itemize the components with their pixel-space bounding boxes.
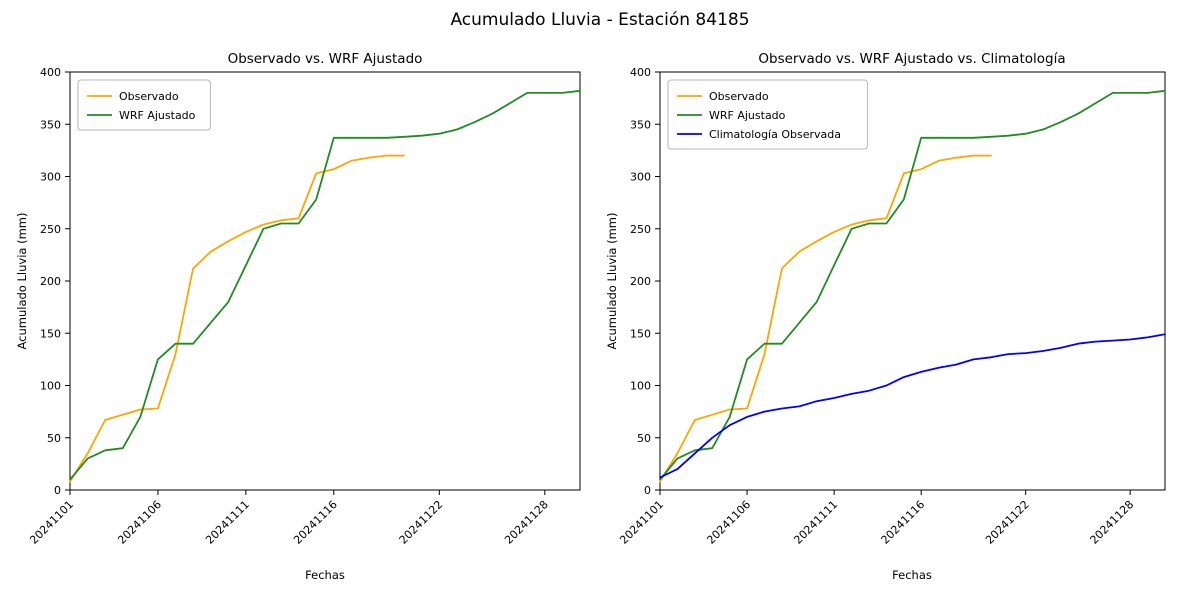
left-x-axis-label: Fechas bbox=[305, 568, 345, 582]
left-subplot-title: Observado vs. WRF Ajustado bbox=[227, 51, 423, 67]
y-tick-label: 100 bbox=[630, 380, 651, 393]
x-tick-label: 20241116 bbox=[291, 498, 340, 547]
y-tick-label: 50 bbox=[47, 432, 61, 445]
right-subplot-title: Observado vs. WRF Ajustado vs. Climatolo… bbox=[758, 51, 1066, 67]
y-tick-label: 100 bbox=[40, 380, 61, 393]
x-tick-label: 20241101 bbox=[617, 498, 666, 547]
series-line-observado bbox=[69, 154, 405, 483]
axes-frame bbox=[69, 71, 581, 491]
x-tick-label: 20241122 bbox=[983, 498, 1032, 547]
x-tick-label: 20241106 bbox=[115, 498, 164, 547]
x-tick-label: 20241122 bbox=[397, 498, 446, 547]
y-tick-label: 400 bbox=[40, 66, 61, 79]
x-tick-label: 20241128 bbox=[502, 498, 551, 547]
y-tick-label: 50 bbox=[637, 432, 651, 445]
left-chart: 0 50 100 150 200 250 300 350 400 20241101 20241106… bbox=[27, 66, 581, 547]
series-line-wrf-ajustado bbox=[659, 89, 1166, 481]
x-tick-label: 20241106 bbox=[704, 498, 753, 547]
series-line-wrf-ajustado bbox=[69, 89, 581, 481]
y-tick-label: 150 bbox=[630, 327, 651, 340]
y-tick-label: 250 bbox=[630, 223, 651, 236]
y-tick-label: 400 bbox=[630, 66, 651, 79]
y-tick-label: 300 bbox=[630, 171, 651, 184]
y-tick-label: 0 bbox=[54, 484, 61, 497]
figure-title: Acumulado Lluvia - Estación 84185 bbox=[450, 10, 750, 30]
y-tick-label: 350 bbox=[40, 118, 61, 131]
y-tick-label: 0 bbox=[644, 484, 651, 497]
x-tick-label: 20241116 bbox=[879, 498, 928, 547]
legend-label: Observado bbox=[119, 90, 179, 103]
legend-label: WRF Ajustado bbox=[709, 109, 786, 122]
legend-box bbox=[667, 79, 868, 150]
legend-box bbox=[77, 79, 211, 131]
y-tick-label: 150 bbox=[40, 327, 61, 340]
x-tick-label: 20241111 bbox=[203, 498, 252, 547]
x-tick-label: 20241111 bbox=[791, 498, 840, 547]
series-line-climatolog-a-observada bbox=[659, 333, 1166, 479]
y-tick-label: 250 bbox=[40, 223, 61, 236]
right-chart: 0 50 100 150 200 250 300 350 400 20241101 20241106… bbox=[617, 66, 1166, 547]
series-line-observado bbox=[659, 154, 992, 483]
y-tick-label: 300 bbox=[40, 171, 61, 184]
legend-label: WRF Ajustado bbox=[119, 109, 196, 122]
x-tick-label: 20241101 bbox=[27, 498, 76, 547]
y-tick-label: 350 bbox=[630, 118, 651, 131]
right-x-axis-label: Fechas bbox=[892, 568, 932, 582]
legend-label: Climatología Observada bbox=[709, 128, 841, 141]
legend-label: Observado bbox=[709, 90, 769, 103]
y-tick-label: 200 bbox=[40, 275, 61, 288]
y-tick-label: 200 bbox=[630, 275, 651, 288]
x-tick-label: 20241128 bbox=[1088, 498, 1137, 547]
